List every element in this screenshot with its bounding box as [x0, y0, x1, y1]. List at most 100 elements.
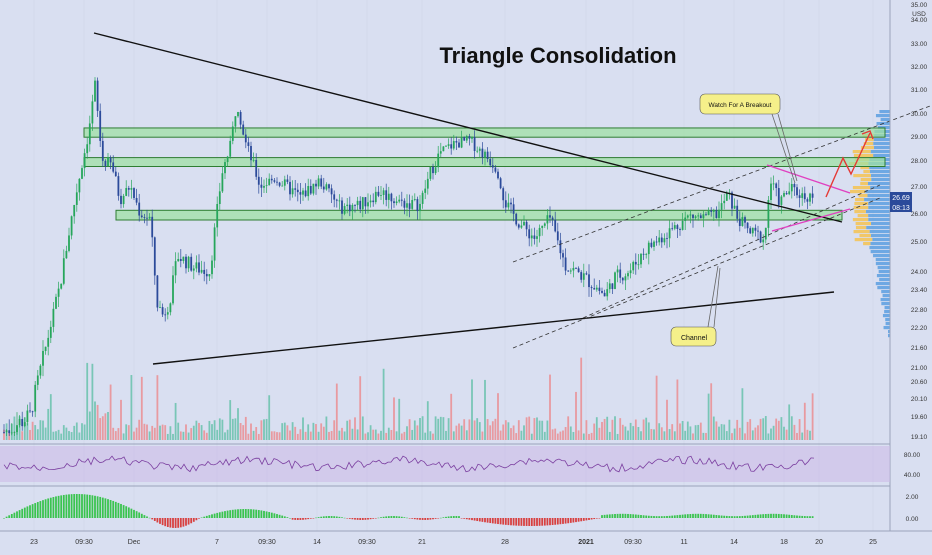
volume-bar: [348, 419, 351, 440]
macd-bar: [309, 518, 312, 519]
channel-lower-line[interactable]: [512, 197, 881, 349]
volume-bar: [239, 423, 242, 440]
macd-bar: [803, 516, 806, 518]
candle-body: [377, 191, 380, 196]
macd-bar: [434, 518, 437, 519]
candle-body: [629, 270, 632, 274]
volume-bar: [346, 420, 349, 440]
candle-body: [96, 80, 99, 111]
candle-body: [39, 365, 42, 376]
volume-bar: [606, 416, 609, 440]
volume-bar: [811, 393, 814, 440]
volume-bar: [749, 419, 752, 440]
profile-bar-alt: [860, 178, 872, 182]
macd-bar: [798, 515, 801, 518]
volume-bar: [49, 394, 52, 440]
macd-bar: [213, 513, 216, 518]
candle-body: [140, 215, 143, 218]
profile-bar: [877, 286, 890, 290]
triangle-upper-line[interactable]: [93, 32, 843, 223]
candle-body: [320, 178, 323, 187]
macd-bar: [497, 518, 499, 525]
candle-body: [94, 80, 96, 102]
candle-body: [754, 227, 757, 231]
volume-bar: [135, 427, 138, 440]
volume-bar: [642, 419, 645, 440]
candle-body: [216, 204, 219, 228]
candle-body: [577, 268, 580, 273]
triangle-lower-line[interactable]: [152, 291, 835, 365]
candle-body: [481, 148, 484, 158]
macd-bar: [510, 518, 512, 526]
breakout-callout[interactable]: Watch For A Breakout: [699, 93, 798, 184]
channel-middle-line[interactable]: [582, 184, 881, 319]
candle-body: [764, 227, 767, 240]
volume-bar: [213, 420, 216, 440]
volume-bar: [8, 432, 11, 440]
candle-body: [231, 126, 234, 141]
volume-bar: [793, 424, 796, 440]
macd-bar: [606, 514, 609, 518]
macd-bar: [195, 518, 198, 521]
profile-bar: [878, 270, 890, 274]
sr-zone[interactable]: [115, 209, 843, 221]
channel-upper-line[interactable]: [512, 105, 931, 263]
candle-body: [668, 228, 671, 239]
macd-bar: [187, 518, 190, 525]
volume-bar: [554, 428, 557, 440]
volume-bar: [211, 424, 213, 440]
candle-body: [452, 141, 455, 149]
pennant-lower-line[interactable]: [771, 208, 851, 232]
volume-bar: [450, 393, 453, 440]
candle-body: [723, 200, 726, 204]
candle-body: [73, 204, 76, 217]
candle-body: [148, 216, 151, 219]
volume-bar: [86, 362, 89, 440]
macd-bar: [523, 518, 525, 526]
macd-bar: [504, 518, 507, 525]
macd-bar: [627, 513, 629, 518]
volume-bar: [273, 431, 276, 440]
macd-bar: [343, 517, 346, 519]
candle-body: [478, 148, 481, 151]
price-tick-label: 23.40: [911, 287, 928, 294]
time-tick-label: 09:30: [624, 539, 642, 546]
volume-bar: [138, 419, 141, 440]
macd-bar: [200, 517, 203, 518]
volume-bar: [705, 432, 707, 440]
volume-bar: [525, 417, 528, 440]
volume-bar: [260, 420, 263, 440]
macd-bar: [543, 518, 546, 526]
candle-body: [593, 288, 596, 290]
volume-bar: [185, 424, 187, 440]
macd-bar: [614, 514, 616, 518]
volume-bar: [263, 419, 265, 440]
candle-body: [250, 145, 252, 161]
pennant-upper-line[interactable]: [766, 164, 851, 194]
macd-bar: [476, 518, 479, 522]
macd-bar: [463, 518, 466, 519]
macd-bar: [432, 518, 434, 520]
volume-bar: [624, 426, 627, 440]
price-tick-label: 34.00: [911, 17, 928, 24]
macd-bar: [676, 515, 679, 518]
volume-bar: [317, 431, 320, 440]
channel-callout[interactable]: Channel: [670, 265, 721, 347]
candle-body: [57, 288, 60, 297]
volume-bar: [107, 411, 109, 440]
macd-bar: [278, 514, 281, 518]
volume-bar: [234, 418, 237, 440]
volume-bar: [81, 423, 83, 440]
macd-bar: [759, 514, 762, 518]
volume-bar: [686, 421, 689, 440]
macd-bar: [507, 518, 510, 526]
volume-bar: [611, 419, 614, 440]
volume-bar: [125, 424, 128, 440]
macd-bar: [75, 494, 78, 518]
sr-zone[interactable]: [83, 127, 886, 138]
profile-bar: [866, 226, 890, 230]
volume-bar: [632, 426, 635, 440]
macd-bar: [229, 510, 232, 518]
macd-bar: [109, 500, 112, 518]
sr-zone[interactable]: [83, 157, 886, 168]
